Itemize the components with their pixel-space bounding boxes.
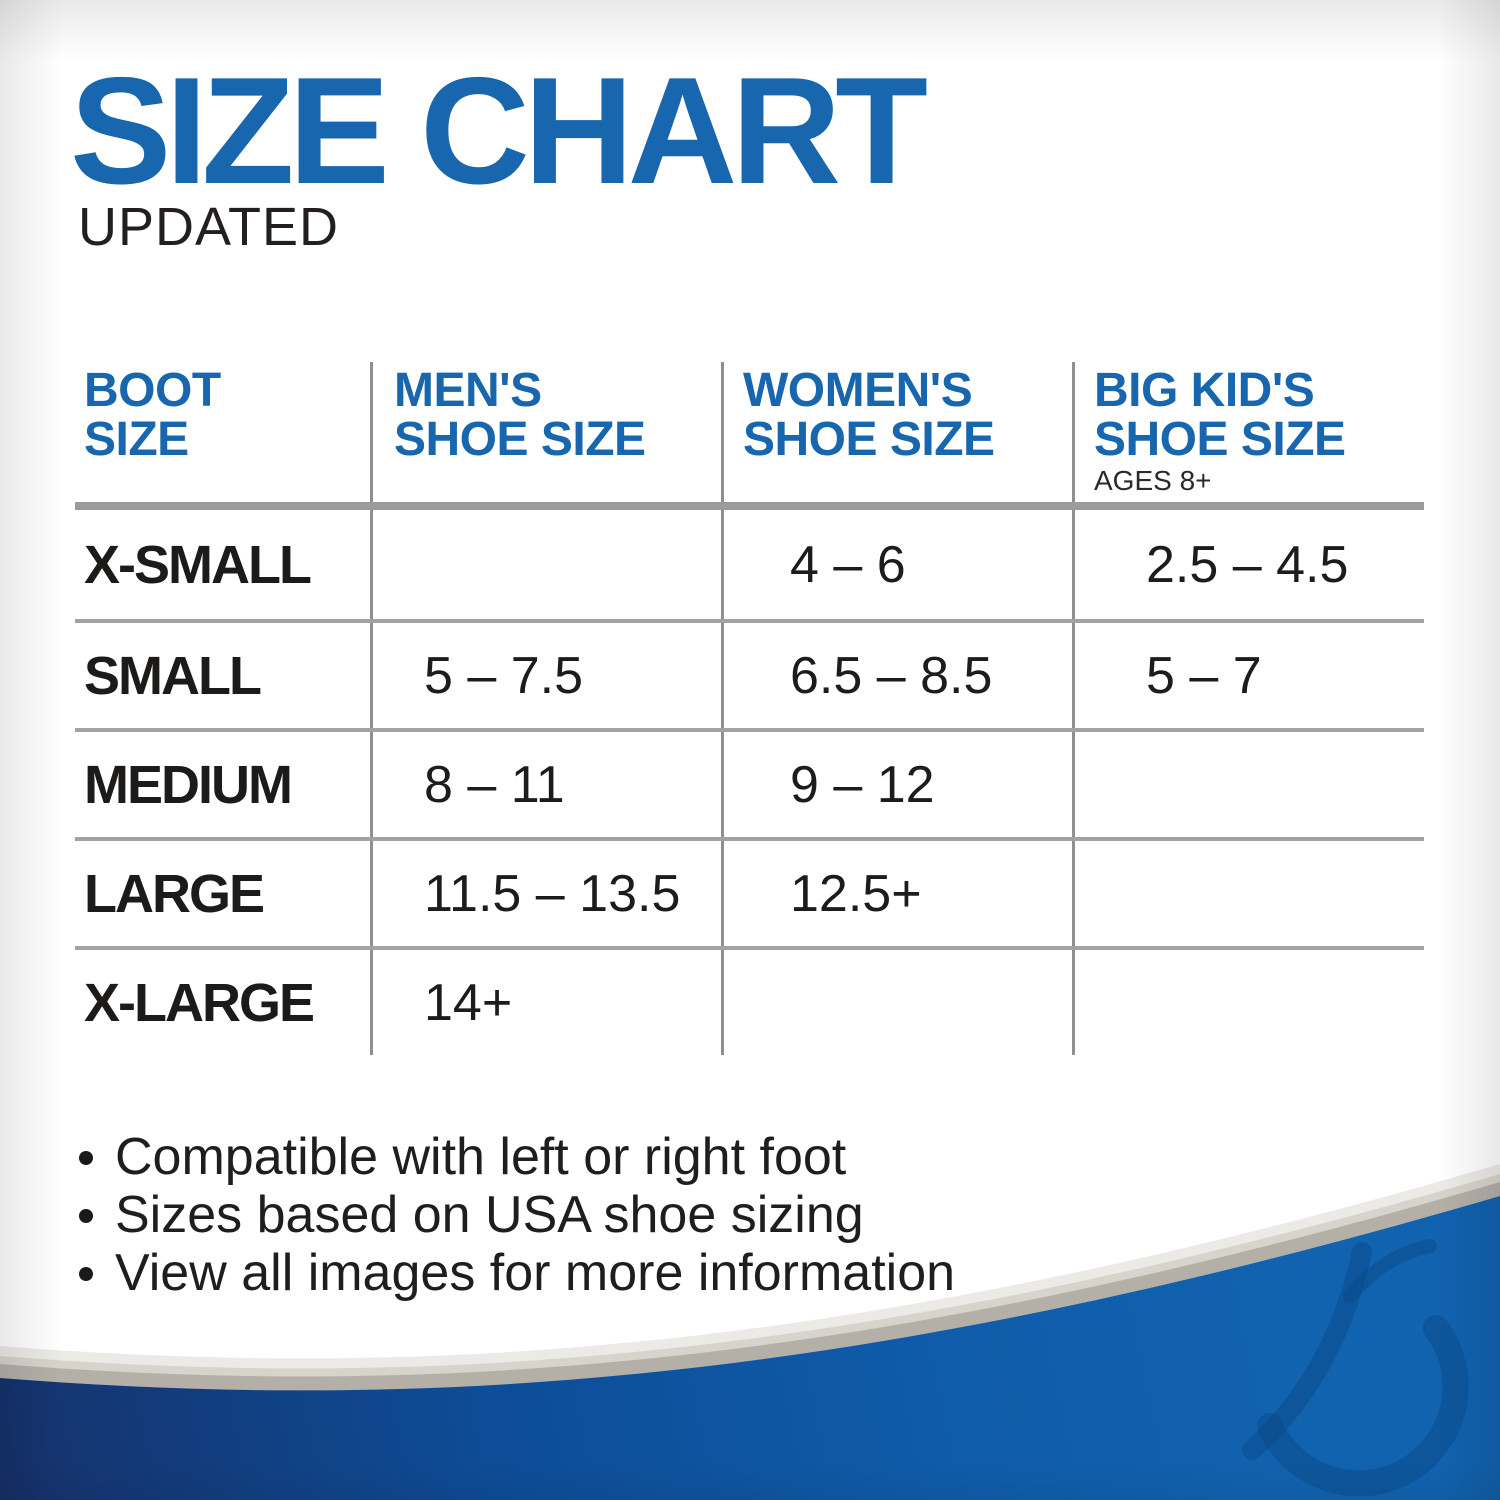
note-item: Compatible with left or right foot [75,1128,955,1186]
row-label: X-LARGE [84,972,315,1033]
womens-value: 9 – 12 [721,732,1072,837]
row-label: MEDIUM [84,754,293,815]
row-label: LARGE [84,863,265,924]
bigkids-value: 5 – 7 [1072,623,1424,728]
note-item: View all images for more information [75,1244,955,1302]
table-row-x-large: X-LARGE 14+ [75,946,1424,1055]
mens-value: 8 – 11 [370,732,721,837]
column-header-womens-shoe-size: WOMEN'S SHOE SIZE [721,362,1072,502]
table-row-x-small: X-SMALL 4 – 6 2.5 – 4.5 [75,510,1424,619]
brand-watermark-icon [1242,1239,1469,1497]
bigkids-value: 2.5 – 4.5 [1072,510,1424,619]
page-title: SIZE CHART [70,46,928,216]
mens-value [370,510,721,619]
bigkids-value [1072,732,1424,837]
bigkids-value [1072,841,1424,946]
womens-value: 12.5+ [721,841,1072,946]
womens-value [721,950,1072,1055]
column-header-boot-size: BOOT SIZE [84,364,221,466]
mens-value: 5 – 7.5 [370,623,721,728]
note-item: Sizes based on USA shoe sizing [75,1186,955,1244]
page-subtitle: UPDATED [78,197,340,257]
ages-note: AGES 8+ [1094,465,1212,496]
table-row-medium: MEDIUM 8 – 11 9 – 12 [75,728,1424,837]
mens-value: 11.5 – 13.5 [370,841,721,946]
womens-value: 4 – 6 [721,510,1072,619]
table-row-small: SMALL 5 – 7.5 6.5 – 8.5 5 – 7 [75,619,1424,728]
size-table-header-row: BOOT SIZE MEN'S SHOE SIZE WOMEN'S SHOE S… [75,362,1424,510]
size-table: BOOT SIZE MEN'S SHOE SIZE WOMEN'S SHOE S… [75,362,1424,1055]
womens-value: 6.5 – 8.5 [721,623,1072,728]
column-header-big-kids-shoe-size: BIG KID'S SHOE SIZE AGES 8+ [1072,362,1424,502]
bigkids-value [1072,950,1424,1055]
row-label: X-SMALL [84,534,312,595]
notes-list: Compatible with left or right foot Sizes… [75,1128,955,1302]
mens-value: 14+ [370,950,721,1055]
size-table-body: X-SMALL 4 – 6 2.5 – 4.5 SMALL 5 – 7.5 6.… [75,510,1424,1055]
table-row-large: LARGE 11.5 – 13.5 12.5+ [75,837,1424,946]
bottom-swoosh-graphic [0,1164,1500,1500]
swoosh-blue-wave [0,1196,1500,1500]
row-label: SMALL [84,645,262,706]
column-header-mens-shoe-size: MEN'S SHOE SIZE [370,362,721,502]
